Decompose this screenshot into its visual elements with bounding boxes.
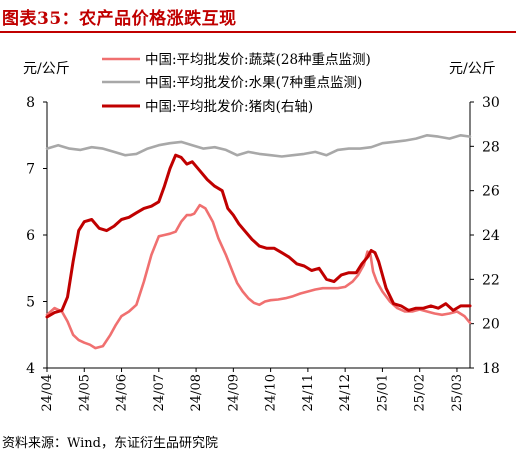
x-tick-label: 24/08 xyxy=(189,374,204,411)
y-left-unit: 元/公斤 xyxy=(23,61,70,77)
legend-label-0: 中国:平均批发价:蔬菜(28种重点监测) xyxy=(145,52,371,68)
legend-label-1: 中国:平均批发价:水果(7种重点监测) xyxy=(145,75,362,91)
y-left-tick-label: 4 xyxy=(26,361,35,377)
series-line-1 xyxy=(45,134,472,158)
x-tick-label: 24/10 xyxy=(264,374,279,411)
y-right-tick-label: 30 xyxy=(482,95,500,111)
x-tick-label: 24/04 xyxy=(40,374,55,411)
y-right-tick-label: 22 xyxy=(482,272,500,288)
y-left-tick-label: 5 xyxy=(26,295,35,311)
series-line-0 xyxy=(45,203,472,350)
x-tick-label: 24/09 xyxy=(226,374,241,411)
x-tick-label: 24/06 xyxy=(115,374,130,411)
series-line-2 xyxy=(45,153,472,319)
legend-label-2: 中国:平均批发价:猪肉(右轴) xyxy=(145,99,313,115)
y-left-tick-label: 6 xyxy=(26,228,35,244)
x-tick-label: 25/03 xyxy=(450,374,465,411)
x-tick-label: 24/05 xyxy=(77,374,92,411)
x-tick-label: 24/07 xyxy=(152,374,167,411)
title-underline xyxy=(0,31,516,33)
y-right-tick-label: 24 xyxy=(482,228,500,244)
y-left-tick-label: 7 xyxy=(26,162,35,178)
y-right-tick-label: 18 xyxy=(482,361,500,377)
x-tick-label: 24/12 xyxy=(338,374,353,411)
y-right-tick-label: 26 xyxy=(482,184,500,200)
x-tick-label: 24/11 xyxy=(301,374,316,411)
legend: 中国:平均批发价:蔬菜(28种重点监测) 中国:平均批发价:水果(7种重点监测) 中… xyxy=(102,52,371,115)
series-layer xyxy=(45,134,472,350)
y-right-tick-label: 20 xyxy=(482,317,500,333)
title-bar: 图表35：农产品价格涨跌互现 xyxy=(0,0,516,30)
y-right-tick-label: 28 xyxy=(482,139,500,155)
axes: 4 5 6 7 8 18 20 22 24 26 28 30 元/公斤 元/公斤 24/04 24/05 24/… xyxy=(23,61,500,411)
source-note: 资料来源：Wind，东证衍生品研究院 xyxy=(2,436,218,451)
line-chart: 4 5 6 7 8 18 20 22 24 26 28 30 元/公斤 元/公斤 24/04 24/05 24/… xyxy=(23,52,500,411)
x-tick-label: 25/02 xyxy=(413,374,428,411)
x-tick-label: 25/01 xyxy=(375,374,390,411)
y-right-unit: 元/公斤 xyxy=(449,61,496,77)
chart-title: 图表35：农产品价格涨跌互现 xyxy=(2,9,237,29)
y-left-tick-label: 8 xyxy=(26,95,35,111)
